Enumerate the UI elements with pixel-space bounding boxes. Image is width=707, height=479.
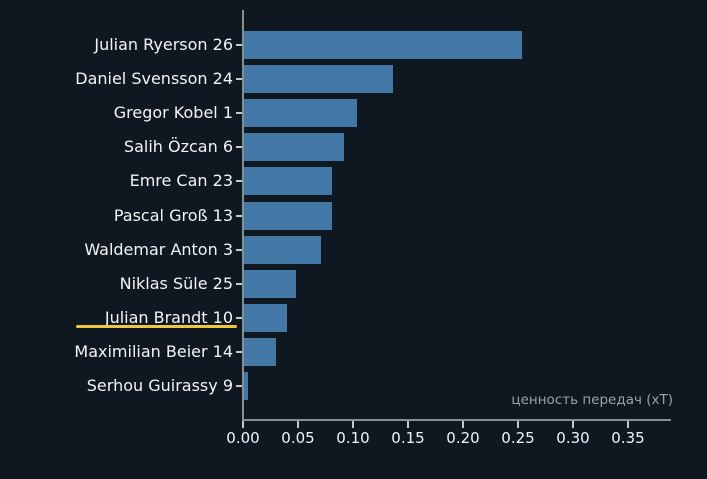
bar-9 [244,337,276,366]
x-axis-tick [407,421,409,428]
y-axis-label-4: Emre Can 23 [129,171,233,191]
y-axis-tick [236,214,242,217]
y-axis-tick [236,248,242,251]
bar-5 [244,201,332,230]
y-axis-label-10: Serhou Guirassy 9 [86,376,233,395]
x-axis-tick-label: 0.15 [391,429,425,447]
x-axis-tick-label: 0.35 [611,429,645,447]
y-axis-label-6: Waldemar Anton 3 [84,239,233,259]
y-axis-tick [236,44,242,46]
x-axis-tick [352,421,354,428]
x-axis-tick [517,421,519,428]
y-axis-label-3: Salih Özcan 6 [123,137,233,157]
y-axis-label-9: Maximilian Beier 14 [74,341,233,361]
x-axis-spine [242,419,671,421]
y-axis-label-1: Daniel Svensson 24 [75,69,233,89]
x-axis-tick-label: 0.05 [281,429,315,447]
x-axis-tick-label: 0.20 [446,429,480,447]
y-axis-spine [242,10,244,421]
bar-2 [244,99,357,128]
y-axis-tick [236,78,242,81]
bar-4 [244,167,332,196]
x-axis-label: ценность передач (xT) [511,392,673,408]
y-axis-label-2: Gregor Kobel 1 [113,103,233,123]
x-axis-tick [297,421,299,428]
y-axis-tick [236,316,242,319]
x-axis-tick [242,421,244,428]
y-axis-tick [236,112,242,115]
y-axis-label-8: Julian Brandt 10 [104,307,233,327]
y-axis-label-0: Julian Ryerson 26 [94,35,233,54]
x-axis-tick-label: 0.10 [336,429,370,447]
bar-3 [244,133,344,162]
x-axis-tick-label: 0.00 [226,429,260,447]
bar-0 [244,31,522,59]
bar-1 [244,65,393,94]
y-axis-tick [236,385,242,387]
highlight-underline [76,324,237,328]
x-axis-tick [572,421,574,428]
y-axis-tick [236,180,242,183]
y-axis-tick [236,282,242,285]
bar-8 [244,303,287,332]
x-axis-tick [462,421,464,428]
y-axis-tick [236,350,242,353]
x-axis-tick [627,421,629,428]
bar-10 [244,372,248,400]
bar-7 [244,269,296,298]
y-axis-label-7: Niklas Süle 25 [119,273,233,293]
y-axis-tick [236,146,242,149]
x-axis-tick-label: 0.25 [501,429,535,447]
bar-6 [244,235,321,264]
x-axis-tick-label: 0.30 [556,429,590,447]
y-axis-label-5: Pascal Groß 13 [113,205,233,225]
